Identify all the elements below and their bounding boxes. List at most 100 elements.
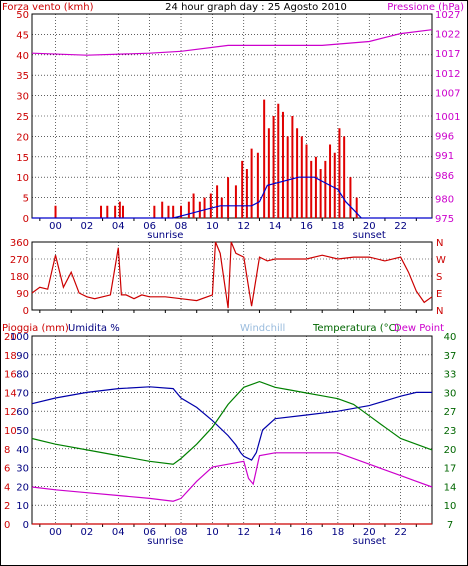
- time-tick-label: 16: [300, 527, 313, 538]
- humidity-line: [31, 386, 432, 461]
- wind-tick-label: 10: [16, 173, 29, 184]
- rain-tick-label: 4: [4, 482, 10, 493]
- rain-tick-label: 8: [4, 445, 10, 456]
- sunset-label: sunset: [353, 230, 386, 241]
- time-tick-label: 14: [269, 221, 282, 232]
- time-tick-label: 16: [300, 221, 313, 232]
- dewpoint-line: [31, 452, 433, 502]
- humidity-tick-label: 70: [16, 388, 29, 399]
- wind-tick-label: 40: [16, 51, 29, 62]
- time-tick-label: 12: [237, 221, 250, 232]
- temperature-tick-label: 20: [444, 445, 457, 456]
- temperature-tick-label: 10: [444, 501, 457, 512]
- wind-tick-label: 30: [16, 92, 29, 103]
- pressure-tick-label: 1012: [435, 69, 460, 80]
- pressure-line: [31, 29, 433, 56]
- humidity-tick-label: 10: [16, 501, 29, 512]
- wind-direction-line: [31, 241, 433, 309]
- time-tick-label: 20: [363, 221, 376, 232]
- pressure-tick-label: 986: [435, 171, 454, 182]
- pressure-tick-label: 980: [435, 194, 454, 205]
- humidity-tick-label: 20: [16, 482, 29, 493]
- sunset-label: sunset: [353, 536, 386, 547]
- rain-tick-label: 14: [4, 388, 17, 399]
- temperature-axis-title: Temperatura (°C): [312, 323, 400, 334]
- compass-label: N: [436, 238, 443, 249]
- temperature-tick-label: 40: [444, 332, 457, 343]
- pressure-axis-title: Pressione (hPa): [387, 2, 464, 13]
- time-tick-label: 06: [143, 221, 156, 232]
- humidity-tick-label: 30: [16, 464, 29, 475]
- rain-tick-label: 10: [4, 426, 17, 437]
- temperature-tick-label: 33: [444, 370, 457, 381]
- temperature-line: [31, 380, 433, 465]
- sunrise-label: sunrise: [147, 230, 183, 241]
- direction-tick-label: 360: [10, 238, 29, 249]
- wind-tick-label: 35: [16, 71, 29, 82]
- humidity-tick-label: 0: [23, 520, 29, 531]
- temperature-tick-label: 37: [444, 351, 457, 362]
- time-tick-label: 20: [363, 527, 376, 538]
- windchill-label: Windchill: [240, 323, 285, 334]
- rain-tick-label: 6: [4, 464, 10, 475]
- time-tick-label: 08: [175, 221, 188, 232]
- pressure-tick-label: 975: [435, 214, 454, 225]
- time-tick-label: 04: [112, 527, 125, 538]
- pressure-tick-label: 1022: [435, 30, 460, 41]
- rain-axis-title: Pioggia (mm): [2, 323, 69, 334]
- wind-tick-label: 20: [16, 132, 29, 143]
- wind-tick-label: 25: [16, 112, 29, 123]
- direction-tick-label: 180: [10, 272, 29, 283]
- temperature-tick-label: 23: [444, 426, 457, 437]
- time-tick-label: 12: [237, 527, 250, 538]
- time-tick-label: 18: [332, 527, 345, 538]
- wind-axis-title: Forza vento (kmh): [2, 2, 94, 13]
- wind-tick-label: 0: [23, 214, 29, 225]
- time-tick-label: 08: [175, 527, 188, 538]
- temperature-tick-label: 14: [444, 482, 457, 493]
- sunrise-label: sunrise: [147, 536, 183, 547]
- time-tick-label: 06: [143, 527, 156, 538]
- humidity-axis-title: Umidita %: [68, 323, 120, 334]
- pressure-tick-label: 1027: [435, 10, 460, 21]
- compass-label: S: [436, 272, 442, 283]
- time-tick-label: 10: [206, 221, 219, 232]
- temperature-tick-label: 7: [447, 520, 453, 531]
- temperature-tick-label: 17: [444, 464, 457, 475]
- temperature-tick-label: 30: [444, 388, 457, 399]
- direction-tick-label: 90: [16, 289, 29, 300]
- rain-tick-label: 20: [4, 332, 17, 343]
- wind-tick-label: 45: [16, 30, 29, 41]
- time-tick-label: 22: [394, 221, 407, 232]
- dewpoint-label: Dew Point: [394, 323, 444, 334]
- compass-label: E: [436, 289, 442, 300]
- rain-tick-label: 18: [4, 351, 17, 362]
- wind-average-line: [32, 176, 432, 219]
- wind-tick-label: 5: [23, 194, 29, 205]
- time-tick-label: 10: [206, 527, 219, 538]
- chart-title: 24 hour graph day : 25 Agosto 2010: [165, 2, 347, 13]
- time-tick-label: 22: [394, 527, 407, 538]
- pressure-tick-label: 1007: [435, 88, 460, 99]
- pressure-tick-label: 991: [435, 151, 454, 162]
- rain-tick-label: 2: [4, 501, 10, 512]
- direction-tick-label: 0: [23, 306, 29, 317]
- compass-label: W: [436, 255, 446, 266]
- humidity-tick-label: 80: [16, 370, 29, 381]
- humidity-tick-label: 100: [10, 332, 29, 343]
- rain-tick-label: 0: [4, 520, 10, 531]
- direction-tick-label: 270: [10, 255, 29, 266]
- wind-tick-label: 15: [16, 153, 29, 164]
- humidity-tick-label: 60: [16, 407, 29, 418]
- rain-tick-label: 16: [4, 370, 17, 381]
- time-tick-label: 02: [81, 221, 94, 232]
- rain-tick-label: 12: [4, 407, 17, 418]
- time-tick-label: 04: [112, 221, 125, 232]
- temperature-tick-label: 27: [444, 407, 457, 418]
- pressure-tick-label: 996: [435, 132, 454, 143]
- time-tick-label: 00: [49, 527, 62, 538]
- time-tick-label: 18: [332, 221, 345, 232]
- humidity-tick-label: 90: [16, 351, 29, 362]
- wind-tick-label: 50: [16, 10, 29, 21]
